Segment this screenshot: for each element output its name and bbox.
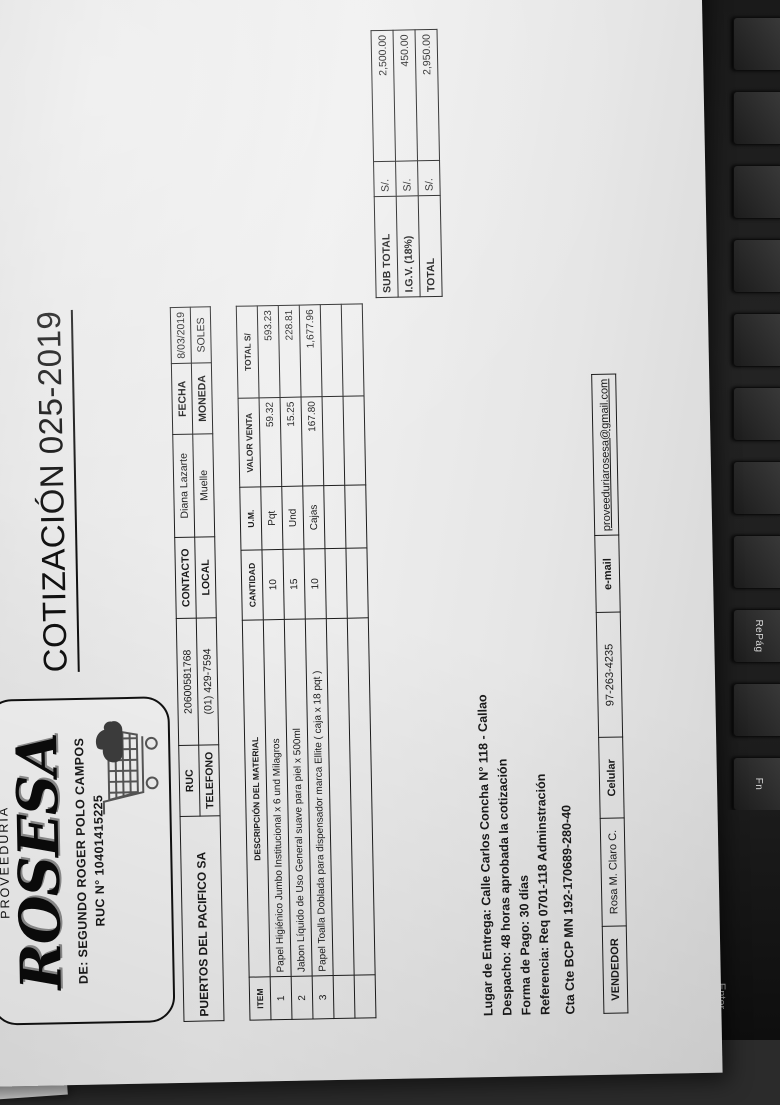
client-contacto-label: CONTACTO xyxy=(174,537,197,619)
total-currency: S/. xyxy=(395,160,419,197)
client-ruc-label: RUC xyxy=(178,745,201,817)
terms-block: Lugar de Entrega: Calle Carlos Concha N°… xyxy=(473,693,555,1016)
keyboard-key[interactable] xyxy=(733,461,780,515)
empty-cell xyxy=(341,303,365,397)
shopping-cart-icon xyxy=(95,721,159,815)
keyboard-key[interactable] xyxy=(733,91,780,145)
vendor-phone: 97-263-4235 xyxy=(596,612,623,738)
quotation-document: PROVEEDURIA ROSESA DE: SEGUNDO ROGER POL… xyxy=(0,29,628,1026)
empty-cell xyxy=(322,396,345,487)
vendor-phone-label: Celular xyxy=(598,737,625,819)
company-logo: PROVEEDURIA ROSESA DE: SEGUNDO ROGER POL… xyxy=(0,696,176,1026)
col-valor: VALOR VENTA xyxy=(238,397,261,488)
keyboard-key-fn[interactable]: Fn xyxy=(733,757,780,811)
item-unit-price: 59.32 xyxy=(259,397,282,488)
empty-cell xyxy=(344,485,367,548)
client-moneda-value: SOLES xyxy=(190,306,212,364)
table-row: VENDEDOR Rosa M. Claro C. Celular 97-263… xyxy=(591,374,628,1014)
item-total: 228.81 xyxy=(278,305,302,398)
vendor-email: proveeduriarosesa@gmail.com xyxy=(591,374,619,536)
col-item: ITEM xyxy=(249,977,271,1021)
item-unit-measure: Cajas xyxy=(302,486,325,549)
item-unit-price: 167.80 xyxy=(301,396,324,487)
vendor-email-label: e-mail xyxy=(594,535,621,613)
client-fecha-label: FECHA xyxy=(171,363,193,435)
quotation-paper-sheet: PROVEEDURIA ROSESA DE: SEGUNDO ROGER POL… xyxy=(0,0,723,1088)
total-label: TOTAL xyxy=(418,195,443,297)
item-number: 2 xyxy=(291,976,313,1020)
client-ruc-value: 20600581768 xyxy=(176,618,199,746)
totals-row: TOTAL S/. 2,950.00 xyxy=(415,29,443,297)
total-label: I.G.V. (18%) xyxy=(396,195,421,298)
item-total: 1,677.96 xyxy=(299,304,323,397)
keyboard-key[interactable] xyxy=(733,535,780,589)
client-info-table: PUERTOS DEL PACIFICO SA RUC 20600581768 … xyxy=(170,306,225,1022)
col-cantidad: CANTIDAD xyxy=(240,549,264,621)
empty-cell xyxy=(323,485,346,549)
vendor-table: VENDEDOR Rosa M. Claro C. Celular 97-263… xyxy=(591,374,628,1014)
total-value: 2,950.00 xyxy=(415,29,440,161)
vendor-label: VENDEDOR xyxy=(602,925,628,1014)
keyboard-key[interactable] xyxy=(733,313,780,367)
empty-cell xyxy=(354,975,376,1019)
items-table: ITEM DESCRIPCIÓN DEL MATERIAL CANTIDAD U… xyxy=(236,303,377,1021)
total-label: SUB TOTAL xyxy=(374,196,399,298)
total-currency: S/. xyxy=(417,160,441,196)
client-local-label: LOCAL xyxy=(194,536,217,619)
item-quantity: 10 xyxy=(303,548,327,620)
bank-account-line: Cta Cte BCP MN 192-170689-280-40 xyxy=(559,804,578,1015)
keyboard-key[interactable] xyxy=(733,387,780,441)
item-quantity: 10 xyxy=(261,549,285,621)
client-telefono-label: TELEFONO xyxy=(198,744,221,817)
item-unit-price: 15.25 xyxy=(280,396,303,487)
keyboard-key-arrow[interactable] xyxy=(733,683,780,737)
keyboard-key-repag[interactable]: RePág xyxy=(733,609,780,663)
keyboard-key[interactable] xyxy=(733,165,780,219)
total-value: 450.00 xyxy=(393,29,418,162)
client-telefono-value: (01) 429-7594 xyxy=(196,617,219,746)
empty-cell xyxy=(324,547,348,619)
empty-cell xyxy=(345,547,369,619)
item-unit-measure: Pqt xyxy=(260,486,283,550)
client-contacto-value: Diana Lazarte xyxy=(172,434,195,538)
item-number: 1 xyxy=(270,976,292,1020)
col-total: TOTAL S/ xyxy=(236,305,260,399)
client-moneda-label: MONEDA xyxy=(191,362,213,435)
logo-brand-text: ROSESA xyxy=(3,732,75,991)
total-value: 2,500.00 xyxy=(371,30,396,162)
item-number: 3 xyxy=(312,975,334,1019)
empty-cell xyxy=(343,395,366,486)
empty-cell xyxy=(320,304,344,397)
client-name: PUERTOS DEL PACIFICO SA xyxy=(180,815,224,1022)
col-um: U.M. xyxy=(239,487,262,550)
client-fecha-value: 8/03/2019 xyxy=(170,307,192,364)
totals-table: SUB TOTAL S/. 2,500.00 I.G.V. (18%) S/. 450.0… xyxy=(371,29,443,298)
item-unit-measure: Und xyxy=(281,486,304,550)
page-title: COTIZACIÓN 025-2019 xyxy=(29,310,80,673)
item-quantity: 15 xyxy=(282,548,306,620)
item-total: 593.23 xyxy=(257,305,281,398)
total-currency: S/. xyxy=(373,161,397,197)
keyboard-key[interactable] xyxy=(733,239,780,293)
vendor-name: Rosa M. Claro C. xyxy=(600,817,627,927)
client-local-value: Muelle xyxy=(192,433,215,538)
empty-cell xyxy=(333,975,355,1019)
keyboard-key[interactable] xyxy=(733,17,780,71)
